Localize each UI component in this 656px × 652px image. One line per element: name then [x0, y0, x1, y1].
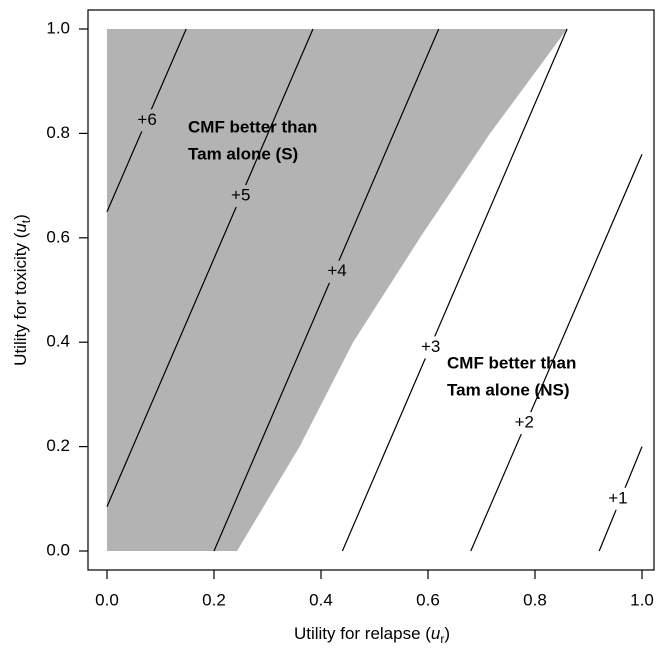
- x-axis-label-text: Utility for relapse (: [294, 624, 431, 643]
- y-axis-label: Utility for toxicity (ut): [11, 214, 33, 366]
- contour-label: +5: [231, 186, 250, 205]
- plot-frame: [87, 9, 655, 571]
- annotation: CMF better than: [188, 117, 317, 136]
- x-axis-label-sub: r: [440, 632, 444, 646]
- contour-label: +4: [327, 261, 346, 280]
- contour-line: [106, 28, 314, 507]
- y-axis-label-text: Utility for toxicity (: [11, 232, 30, 366]
- y-tick-label: 0.2: [46, 436, 70, 455]
- contour-line: [341, 28, 568, 552]
- contour-label: +3: [421, 337, 440, 356]
- shaded-region: [107, 29, 568, 551]
- annotation: Tam alone (NS): [447, 380, 569, 399]
- contour-line: [106, 28, 187, 212]
- x-axis-label-close: ): [444, 624, 450, 643]
- x-tick-label: 0.4: [309, 590, 333, 609]
- contour-line: [470, 154, 643, 552]
- contour-label: +6: [137, 110, 156, 129]
- y-tick-label: 1.0: [46, 18, 70, 37]
- x-tick-label: 0.6: [416, 590, 440, 609]
- y-tick-label: 0.6: [46, 227, 70, 246]
- x-tick-label: 0.8: [523, 590, 547, 609]
- y-tick-label: 0.0: [46, 540, 70, 559]
- y-tick-label: 0.4: [46, 332, 70, 351]
- x-tick-label: 0.2: [202, 590, 226, 609]
- contour-line: [213, 28, 440, 552]
- x-tick-label: 1.0: [630, 590, 654, 609]
- x-axis-label: Utility for relapse (ur): [294, 624, 450, 646]
- x-tick-label: 0.0: [95, 590, 119, 609]
- contour-label: +1: [608, 488, 627, 507]
- x-axis-label-var: u: [431, 624, 441, 643]
- contour-line: [598, 446, 643, 552]
- y-axis-label-close: ): [11, 214, 30, 220]
- annotation: CMF better than: [447, 353, 576, 372]
- contour-label: +2: [515, 413, 534, 432]
- y-tick-label: 0.8: [46, 123, 70, 142]
- y-axis-label-sub: t: [19, 219, 33, 223]
- annotation: Tam alone (S): [188, 144, 298, 163]
- y-axis-label-var: u: [11, 223, 30, 233]
